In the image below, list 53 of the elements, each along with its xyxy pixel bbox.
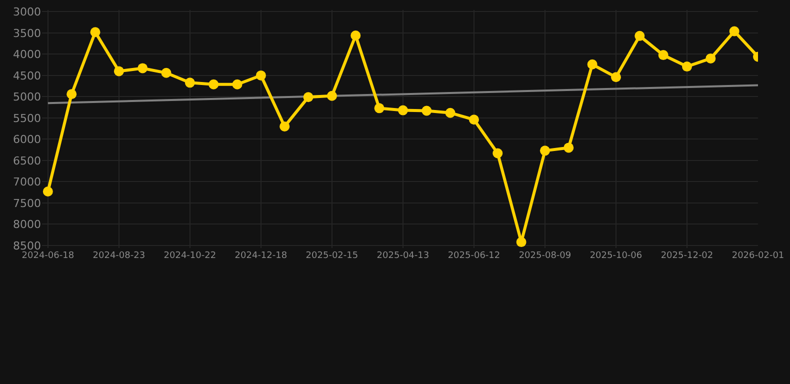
point: [658, 50, 668, 60]
point: [706, 53, 716, 64]
point: [232, 79, 242, 90]
x-tick-label: 2026-02-01: [732, 251, 784, 261]
point: [422, 106, 432, 116]
y-tick-label: 5500: [13, 112, 41, 125]
x-tick-label: 2024-12-18: [234, 251, 288, 261]
point: [682, 62, 692, 72]
x-tick-label: 2025-04-13: [376, 251, 430, 261]
point: [208, 79, 219, 90]
y-tick-label: 4000: [13, 48, 41, 62]
point: [468, 114, 479, 125]
x-tick-label: 2025-10-06: [590, 251, 642, 261]
x-tick-label: 2025-08-09: [518, 251, 572, 261]
point: [516, 237, 526, 248]
point: [610, 72, 621, 82]
y-tick-label: 7000: [13, 176, 41, 189]
x-tick-label: 2024-08-23: [92, 251, 146, 261]
y-tick-label: 6500: [13, 154, 41, 168]
y-tick-label: 3000: [13, 6, 41, 19]
y-tick-label: 4500: [13, 69, 41, 82]
x-tick-label: 2025-06-12: [448, 251, 500, 261]
y-tick-label: 5000: [13, 90, 41, 104]
point: [540, 146, 550, 156]
y-tick-label: 6000: [13, 133, 41, 146]
point: [256, 70, 266, 80]
x-tick-label: 2025-02-15: [306, 251, 358, 261]
point: [42, 186, 53, 196]
point: [445, 108, 456, 118]
point: [326, 90, 337, 101]
point: [90, 27, 100, 38]
x-tick-label: 2025-12-02: [660, 251, 714, 261]
point: [161, 68, 172, 78]
point: [114, 66, 124, 76]
x-tick-label: 2024-10-22: [164, 251, 216, 261]
point: [398, 105, 408, 116]
point: [138, 63, 148, 74]
y-tick-label: 3500: [13, 26, 41, 40]
point: [492, 148, 503, 158]
x-tick-label: 2024-06-18: [22, 251, 74, 261]
point: [350, 30, 361, 40]
point: [729, 26, 740, 36]
point: [280, 121, 290, 132]
point: [184, 78, 195, 88]
y-tick-label: 8500: [13, 239, 41, 252]
point: [374, 103, 384, 114]
point: [587, 59, 598, 70]
y-tick-label: 8000: [13, 218, 41, 232]
point: [66, 89, 77, 100]
point: [564, 142, 574, 153]
point: [303, 92, 314, 102]
y-tick-label: 7500: [13, 196, 41, 210]
point: [634, 30, 645, 41]
